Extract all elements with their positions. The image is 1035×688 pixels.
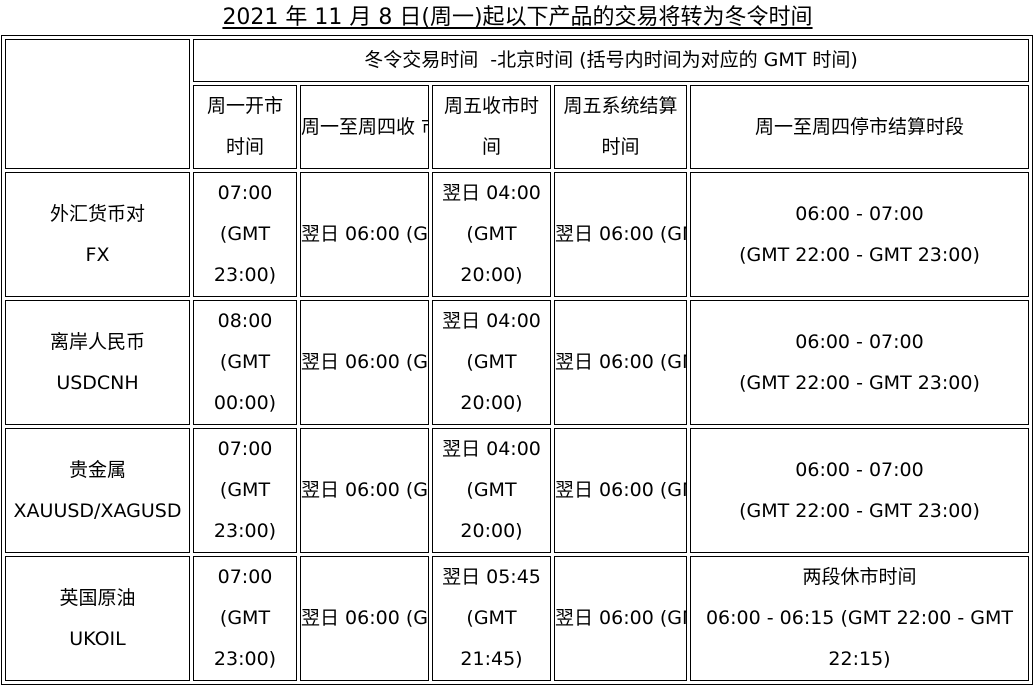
corner-cell (5, 39, 190, 169)
product-cell: 外汇货币对 FX (5, 172, 190, 297)
table-row: 离岸人民币 USDCNH 08:00 (GMT 00:00) 翌日 06:00 (G… (5, 300, 1029, 425)
column-header: 周一至周四收 市时间 (300, 85, 429, 169)
product-cell: 贵金属 XAUUSD/XAGUSD (5, 428, 190, 553)
column-header: 周五系统结算 时间 (554, 85, 687, 169)
table-row: 贵金属 XAUUSD/XAGUSD 07:00 (GMT 23:00) 翌日 06:… (5, 428, 1029, 553)
time-cell: 07:00 (GMT 23:00) (193, 556, 297, 681)
time-cell: 翌日 04:00 (GMT 20:00) (432, 300, 551, 425)
time-cell: 08:00 (GMT 00:00) (193, 300, 297, 425)
time-cell: 07:00 (GMT 23:00) (193, 428, 297, 553)
time-cell: 06:00 - 07:00 (GMT 22:00 - GMT 23:00) (690, 428, 1029, 553)
time-cell: 翌日 06:00 (GMT 22:00) (554, 556, 687, 681)
time-cell: 翌日 06:00 (GMT 22:00) (300, 556, 429, 681)
column-header: 周一开市 时间 (193, 85, 297, 169)
time-cell: 06:00 - 07:00 (GMT 22:00 - GMT 23:00) (690, 172, 1029, 297)
time-cell: 翌日 06:00 (GMT 22:00) (554, 172, 687, 297)
time-cell: 翌日 04:00 (GMT 20:00) (432, 428, 551, 553)
time-cell: 翌日 05:45 (GMT 21:45) (432, 556, 551, 681)
time-cell: 翌日 06:00 (GMT 22:00) (300, 300, 429, 425)
time-cell: 翌日 06:00 (GMT 22:00) (300, 428, 429, 553)
product-cell: 英国原油 UKOIL (5, 556, 190, 681)
column-header: 周一至周四停市结算时段 (690, 85, 1029, 169)
document-title: 2021 年 11 月 8 日(周一)起以下产品的交易将转为冬令时间 (222, 5, 813, 30)
time-cell: 07:00 (GMT 23:00) (193, 172, 297, 297)
winter-trading-hours-table: 冬令交易时间 -北京时间 (括号内时间为对应的 GMT 时间) 周一开市 时间 … (1, 35, 1033, 685)
time-cell: 两段休市时间 06:00 - 06:15 (GMT 22:00 - GMT 22… (690, 556, 1029, 681)
time-cell: 翌日 06:00 (GMT 22:00) (554, 428, 687, 553)
time-cell: 翌日 06:00 (GMT 22:00) (554, 300, 687, 425)
group-header: 冬令交易时间 -北京时间 (括号内时间为对应的 GMT 时间) (193, 39, 1029, 82)
time-cell: 06:00 - 07:00 (GMT 22:00 - GMT 23:00) (690, 300, 1029, 425)
column-header: 周五收市时 间 (432, 85, 551, 169)
product-cell: 离岸人民币 USDCNH (5, 300, 190, 425)
time-cell: 翌日 04:00 (GMT 20:00) (432, 172, 551, 297)
time-cell: 翌日 06:00 (GMT 22:00) (300, 172, 429, 297)
